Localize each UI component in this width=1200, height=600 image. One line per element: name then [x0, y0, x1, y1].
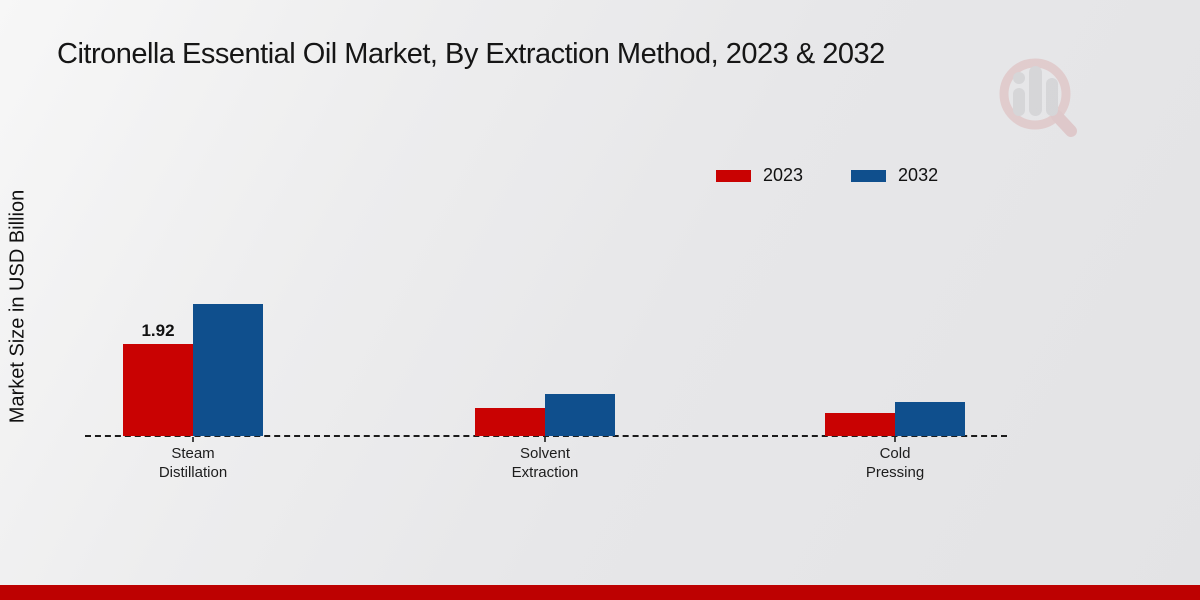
legend-label-2032: 2032 — [898, 165, 939, 185]
logo-bar-short — [1013, 88, 1025, 116]
category-label-solvent-extraction: Solvent Extraction — [511, 445, 579, 482]
magnifier-handle — [1051, 110, 1077, 137]
bar-2023-steam-distillation — [123, 344, 193, 436]
legend: 2023 2032 — [716, 165, 938, 186]
legend-item-2023: 2023 — [716, 165, 803, 186]
footer-accent-bar — [0, 585, 1200, 600]
bar-2032-steam-distillation — [193, 304, 263, 436]
logo-person-dot — [1013, 72, 1025, 84]
x-axis-baseline — [85, 435, 1007, 437]
bar-value-label-2023: 1.92 — [141, 321, 175, 340]
legend-swatch-2032 — [851, 169, 887, 182]
magnifier-logo-watermark — [999, 58, 1077, 137]
chart-title: Citronella Essential Oil Market, By Extr… — [57, 38, 885, 70]
legend-item-2032: 2032 — [851, 165, 938, 186]
bar-2032-solvent-extraction — [545, 394, 615, 436]
legend-swatch-2023 — [716, 169, 751, 182]
category-label-cold-pressing: Cold Pressing — [865, 445, 925, 482]
legend-label-2023: 2023 — [763, 165, 804, 185]
bar-2023-solvent-extraction — [475, 408, 545, 436]
x-axis-tick-solvent-extraction — [544, 437, 546, 442]
category-label-steam-distillation: Steam Distillation — [158, 445, 228, 482]
x-axis-tick-steam-distillation — [192, 437, 194, 442]
bar-2023-cold-pressing — [825, 413, 895, 436]
magnifier-ring — [999, 58, 1071, 130]
logo-bar-tall — [1029, 66, 1042, 116]
bar-2032-cold-pressing — [895, 402, 965, 436]
logo-bar-medium — [1046, 78, 1058, 116]
x-axis-tick-cold-pressing — [894, 437, 896, 442]
